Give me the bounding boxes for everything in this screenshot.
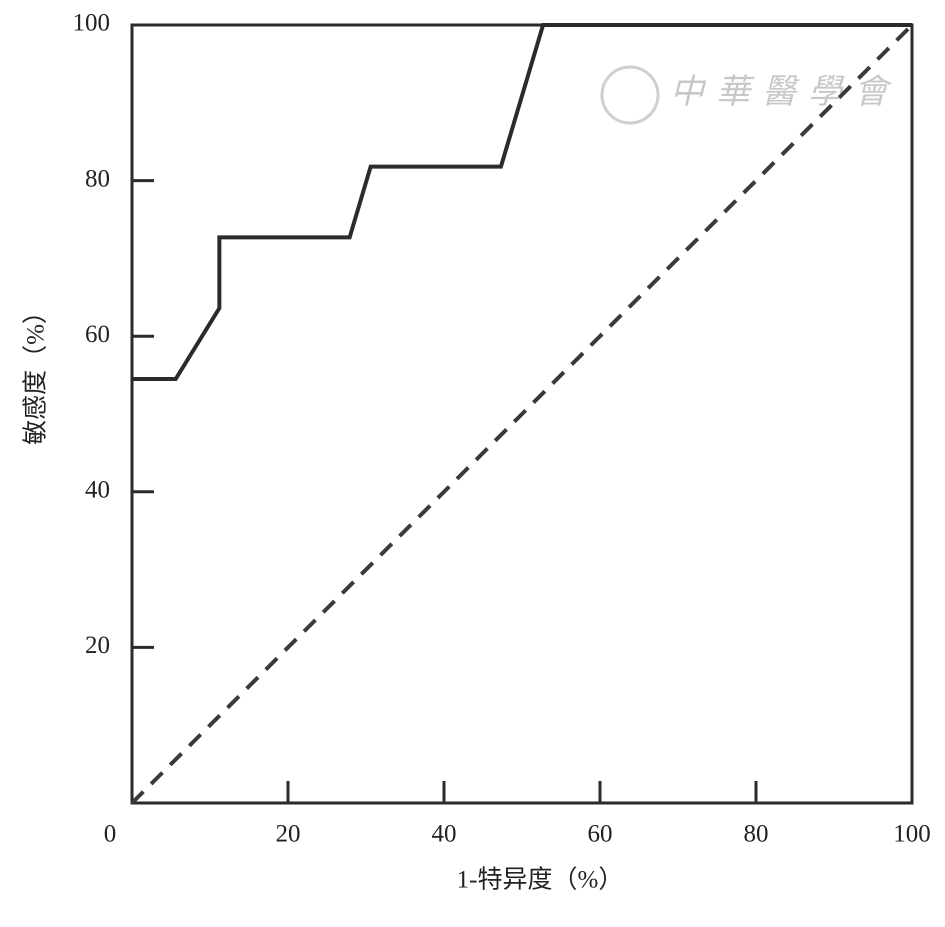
y-tick-label: 40 [85, 477, 110, 504]
watermark: 中華醫學會 [670, 74, 900, 111]
x-tick-label: 40 [432, 821, 457, 848]
y-tick-label: 20 [85, 632, 110, 659]
x-tick-label: 100 [893, 821, 931, 848]
x-axis-label: 1-特异度（%） [457, 866, 624, 894]
y-tick-label: 80 [85, 165, 110, 192]
x-tick-label: 80 [744, 821, 769, 848]
watermark-logo [600, 65, 660, 125]
x-tick-label: 0 [104, 821, 117, 848]
y-axis-label: 敏感度（%） [22, 299, 50, 445]
roc-curve [132, 23, 912, 381]
plot-frame [130, 23, 914, 805]
y-tick-label: 60 [85, 321, 110, 348]
y-tick-label: 100 [73, 10, 111, 37]
reference-line [130, 23, 914, 805]
x-tick-label: 60 [588, 821, 613, 848]
x-tick-label: 20 [276, 821, 301, 848]
